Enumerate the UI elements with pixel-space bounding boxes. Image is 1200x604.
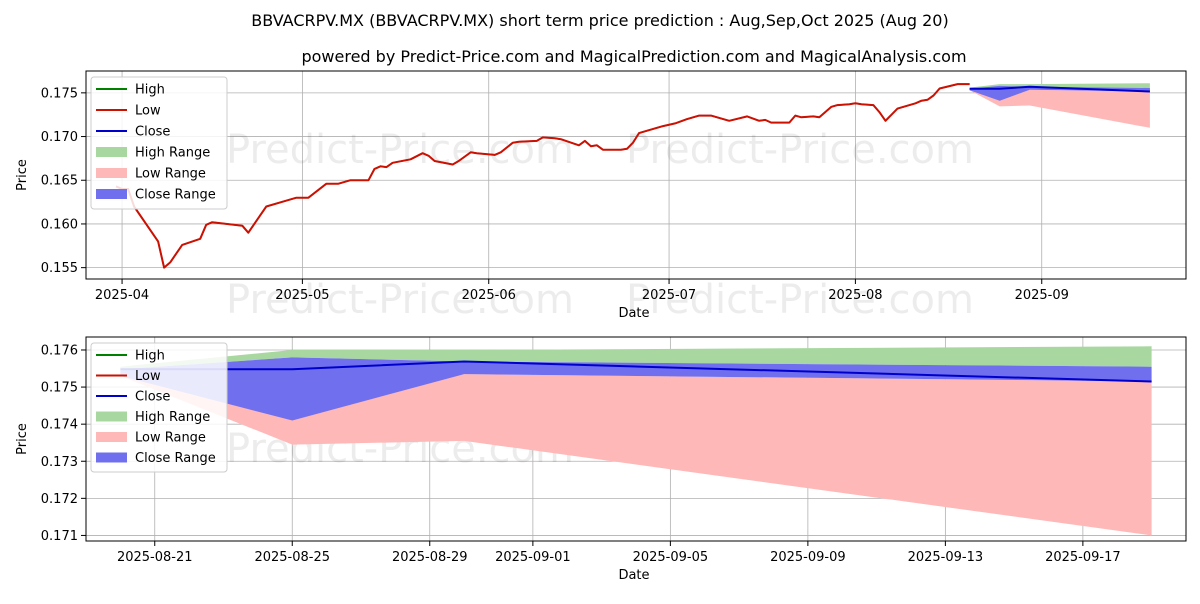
x-axis-label: Date (618, 568, 649, 583)
watermark-text: Predict-Price.com (626, 127, 974, 173)
legend-label-high_range: High Range (135, 146, 210, 161)
plot-frame (85, 70, 1187, 280)
x-tick-label: 2025-06 (462, 288, 516, 303)
x-tick-label: 2025-09-09 (770, 550, 846, 565)
y-tick-label: 0.176 (41, 343, 78, 358)
legend-label-close: Close (135, 390, 170, 405)
legend-label-close_range: Close Range (135, 188, 216, 203)
legend-swatch-close_range (96, 452, 127, 463)
watermark-text: Predict-Price.com (626, 277, 974, 323)
y-tick-label: 0.173 (41, 455, 78, 470)
x-tick-label: 2025-08-25 (254, 550, 330, 565)
legend-swatch-high_range (96, 411, 127, 422)
x-tick-label: 2025-05 (275, 288, 329, 303)
figure-subtitle: powered by Predict-Price.com and Magical… (301, 47, 966, 66)
legend-label-low_range: Low Range (135, 167, 206, 182)
watermark-text: Predict-Price.com (226, 277, 574, 323)
legend-swatch-low_range (96, 168, 127, 178)
chart-panel-forecast: Predict-Price.comPredict-Price.com2025-0… (15, 336, 1187, 583)
history-close-line (115, 83, 970, 269)
legend: High Low Close High Range Low Range Close Ran… (90, 76, 228, 210)
x-tick-label: 2025-08 (828, 288, 882, 303)
y-tick-label: 0.175 (41, 86, 78, 101)
low-range-band (969, 88, 1150, 128)
legend-label-close_range: Close Range (135, 451, 216, 466)
forecast-close-line (969, 85, 1150, 93)
legend-label-low_range: Low Range (135, 431, 206, 446)
y-tick-label: 0.175 (41, 381, 78, 396)
legend-label-low: Low (135, 369, 161, 384)
legend: High Low Close High Range Low Range Close Ran… (90, 342, 228, 473)
chart-panel-overview: Predict-Price.com Predict-Price.com Predic… (15, 70, 1187, 323)
high-range-band (120, 346, 1152, 370)
legend-label-close: Close (135, 125, 170, 140)
plot-area (115, 83, 1150, 269)
legend-swatch-close_range (96, 189, 127, 199)
watermark-text: Predict-Price.com (226, 127, 574, 173)
y-tick-label: 0.155 (41, 261, 78, 276)
figure-title: BBVACRPV.MX (BBVACRPV.MX) short term pri… (251, 11, 948, 30)
y-axis-label: Price (15, 159, 30, 191)
x-tick-label: 2025-09 (1015, 288, 1069, 303)
x-tick-label: 2025-07 (642, 288, 696, 303)
legend-swatch-low_range (96, 432, 127, 442)
legend-label-high: High (135, 83, 165, 98)
y-tick-label: 0.171 (41, 529, 78, 544)
low-range-band (120, 369, 1152, 536)
x-tick-label: 2025-09-17 (1045, 550, 1121, 565)
plot-frame (85, 336, 1187, 542)
y-tick-label: 0.174 (41, 418, 78, 433)
x-tick-label: 2025-08-21 (117, 550, 193, 565)
legend-swatch-high_range (96, 147, 127, 157)
y-axis-label: Price (15, 423, 30, 455)
x-tick-label: 2025-04 (95, 288, 149, 303)
legend-label-high: High (135, 349, 165, 364)
y-tick-label: 0.160 (41, 217, 78, 232)
y-tick-label: 0.172 (41, 492, 78, 507)
x-tick-label: 2025-09-05 (633, 550, 709, 565)
y-tick-label: 0.170 (41, 130, 78, 145)
x-tick-label: 2025-08-29 (392, 550, 468, 565)
history-low-line (115, 83, 970, 269)
x-axis-label: Date (618, 306, 649, 321)
y-tick-label: 0.165 (41, 174, 78, 189)
legend-label-high_range: High Range (135, 410, 210, 425)
x-tick-label: 2025-09-13 (908, 550, 984, 565)
x-tick-label: 2025-09-01 (495, 550, 571, 565)
legend-label-low: Low (135, 104, 161, 119)
